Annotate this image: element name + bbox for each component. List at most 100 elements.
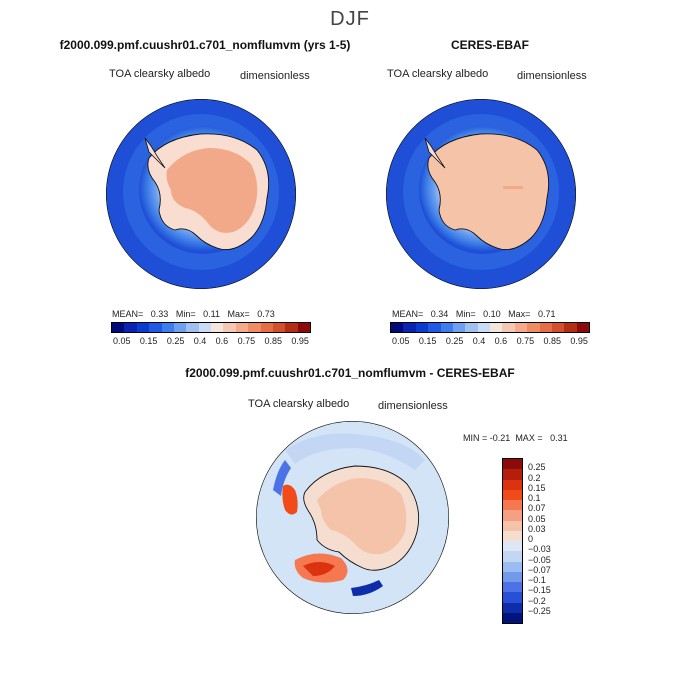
diff-min-value: -0.21: [489, 433, 511, 443]
diff-variable-label: TOA clearsky albedo: [248, 398, 350, 410]
colorbar-swatch: [503, 459, 522, 470]
diff-panel-title: f2000.099.pmf.cuushr01.c701_nomflumvm - …: [185, 366, 515, 380]
colorbar-swatch: [452, 323, 466, 332]
colorbar-swatch: [503, 479, 522, 490]
colorbar-tick-label: −0.05: [528, 554, 551, 565]
colorbar-swatch: [161, 323, 174, 332]
colorbar-tick-label: 0.1: [528, 493, 541, 503]
model-colorbar-ticks: 0.05 0.15 0.25 0.4 0.6 0.75 0.85 0.95: [113, 336, 309, 346]
colorbar-tick-label: 0.75: [516, 336, 535, 346]
colorbar-swatch: [186, 323, 199, 332]
obs-min-label: Min=: [455, 309, 476, 319]
antarctic-peninsula: [424, 137, 446, 169]
colorbar-tick-label: 0.05: [392, 336, 410, 346]
colorbar-swatch: [551, 323, 565, 332]
colorbar-tick-label: 0.95: [291, 336, 309, 346]
diff-max-label: MAX =: [515, 433, 543, 443]
model-max-label: Max=: [227, 309, 250, 319]
colorbar-tick-label: 0.25: [166, 336, 185, 346]
colorbar-tick-label: 0.15: [139, 336, 158, 346]
colorbar-swatch: [503, 612, 522, 623]
colorbar-swatch: [124, 323, 137, 332]
diff-colorbar-labels: 0.25 0.2 0.15 0.1 0.07 0.05 0.03 0 −0.03 −0.05 −0.…: [528, 458, 588, 622]
colorbar-tick-label: 0.2: [528, 472, 541, 483]
colorbar-tick-label: 0.15: [528, 482, 546, 493]
obs-colorbar: [390, 322, 590, 333]
colorbar-swatch: [503, 530, 522, 541]
model-max-value: 0.73: [257, 309, 275, 319]
colorbar-swatch: [465, 323, 478, 332]
colorbar-tick-label: 0.05: [113, 336, 131, 346]
colorbar-swatch: [285, 323, 298, 332]
colorbar-swatch: [490, 323, 503, 332]
obs-mean-label: MEAN=: [392, 309, 424, 319]
colorbar-swatch: [223, 323, 236, 332]
diff-positive-region: [317, 478, 407, 555]
diff-max-value: 0.31: [550, 433, 568, 443]
obs-mean-value: 0.34: [430, 309, 449, 319]
colorbar-tick-label: 0.15: [418, 336, 437, 346]
weddell-strong-positive: [303, 562, 335, 576]
colorbar-tick-label: 0.05: [528, 513, 546, 524]
south-strong-negative: [351, 580, 383, 596]
colorbar-swatch: [235, 323, 249, 332]
colorbar-swatch: [112, 323, 125, 332]
colorbar-tick-label: 0.4: [472, 336, 486, 346]
obs-max-label: Max=: [508, 309, 531, 319]
diff-units-label: dimensionless: [378, 400, 448, 412]
model-min-label: Min=: [175, 309, 196, 319]
colorbar-tick-label: 0.95: [570, 336, 588, 346]
model-panel-title: f2000.099.pmf.cuushr01.c701_nomflumvm (y…: [59, 38, 351, 52]
model-min-value: 0.11: [203, 309, 220, 319]
colorbar-swatch: [503, 541, 522, 552]
colorbar-swatch: [440, 323, 453, 332]
antarctica-landmass: [427, 133, 550, 251]
plateau-high-albedo: [166, 148, 258, 233]
colorbar-swatch: [503, 551, 522, 562]
obs-stats: MEAN= 0.34 Min= 0.10 Max= 0.71: [392, 309, 555, 319]
colorbar-swatch: [503, 489, 522, 500]
colorbar-tick-label: 0: [528, 534, 534, 544]
season-title: DJF: [330, 8, 370, 30]
colorbar-swatch: [415, 323, 429, 332]
colorbar-tick-label: −0.1: [528, 575, 546, 585]
antarctic-peninsula: [144, 137, 166, 169]
diff-strong-negative: [273, 460, 291, 496]
colorbar-swatch: [260, 323, 273, 332]
colorbar-swatch: [576, 323, 589, 332]
colorbar-swatch: [527, 323, 540, 332]
obs-panel-title: CERES-EBAF: [450, 38, 529, 52]
peninsula-strong-positive: [282, 484, 298, 515]
colorbar-swatch: [211, 323, 224, 332]
diff-polar-map: [256, 421, 449, 614]
diff-colorbar: [502, 458, 523, 624]
colorbar-swatch: [503, 602, 522, 613]
model-variable-label: TOA clearsky albedo: [109, 68, 211, 80]
obs-units-label: dimensionless: [517, 70, 587, 82]
colorbar-tick-label: 0.03: [528, 523, 546, 534]
colorbar-swatch: [149, 323, 162, 332]
plateau-patch: [503, 186, 523, 189]
model-mean-label: MEAN=: [112, 309, 144, 319]
colorbar-swatch: [502, 323, 515, 332]
obs-min-value: 0.10: [483, 309, 501, 319]
colorbar-tick-label: −0.03: [528, 544, 551, 555]
colorbar-swatch: [173, 323, 187, 332]
obs-max-value: 0.71: [537, 309, 556, 319]
model-colorbar: [111, 322, 311, 333]
model-units-label: dimensionless: [240, 70, 310, 82]
colorbar-tick-label: 0.85: [543, 336, 562, 346]
colorbar-swatch: [477, 323, 490, 332]
colorbar-swatch: [503, 469, 522, 480]
diff-stats: MIN = -0.21 MAX = 0.31: [463, 433, 568, 443]
model-stats: MEAN= 0.33 Min= 0.11 Max= 0.73: [112, 309, 275, 319]
colorbar-swatch: [514, 323, 528, 332]
colorbar-swatch: [391, 323, 404, 332]
colorbar-tick-label: −0.15: [528, 585, 551, 596]
colorbar-tick-label: 0.25: [445, 336, 464, 346]
colorbar-swatch: [136, 323, 150, 332]
model-polar-map: [106, 99, 296, 289]
colorbar-tick-label: −0.2: [528, 595, 546, 606]
colorbar-tick-label: 0.4: [193, 336, 207, 346]
colorbar-swatch: [403, 323, 416, 332]
